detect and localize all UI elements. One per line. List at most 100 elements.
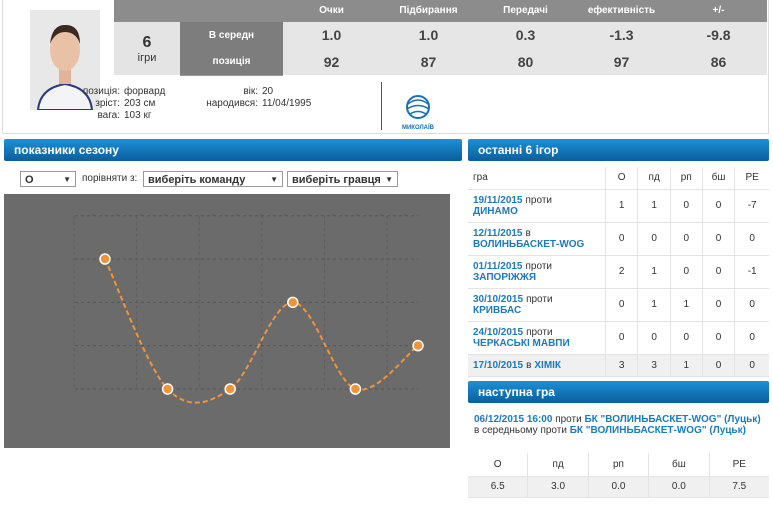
position-label: позиція: xyxy=(82,86,120,97)
stats-column-header: Передачі xyxy=(503,5,548,16)
info-values-2: 20 11/04/1995 xyxy=(262,86,311,110)
stats-column-header: Очки xyxy=(319,5,344,16)
team-select[interactable]: виберіть команду xyxy=(143,171,283,188)
season-chart xyxy=(4,194,450,448)
game-value: 0 xyxy=(734,222,769,256)
game-value: 0 xyxy=(637,321,671,355)
game-value: -7 xyxy=(734,189,769,223)
info-labels: позиція: зріст: вага: xyxy=(30,86,120,122)
stats-column-header: Підбирання xyxy=(399,5,458,16)
column-header: рп xyxy=(587,453,649,477)
born: 11/04/1995 xyxy=(262,98,312,109)
team-logo: МИКОЛАЇВ xyxy=(402,95,435,131)
game-venue: в xyxy=(525,227,531,239)
height: 203 см xyxy=(124,98,156,109)
game-value: 0 xyxy=(669,321,703,355)
game-value: 0 xyxy=(604,288,638,322)
game-opponent[interactable]: ВОЛИНЬБАСКЕТ-WOG xyxy=(473,238,585,250)
game-value: 1 xyxy=(637,255,671,289)
column-header: гра xyxy=(468,167,606,190)
born-label: народився: xyxy=(206,98,258,109)
game-date[interactable]: 19/11/2015 xyxy=(473,194,523,206)
next-datetime[interactable]: 06/12/2015 16:00 xyxy=(474,414,553,425)
next-venue: проти xyxy=(555,414,582,425)
profile-header xyxy=(2,0,769,134)
weight-label: вага: xyxy=(97,110,120,121)
game-opponent[interactable]: КРИВБАС xyxy=(473,304,522,316)
games-count: 6 xyxy=(142,34,152,51)
game-value: 0 xyxy=(701,189,735,223)
avg-label: в середньому проти xyxy=(474,425,567,436)
game-cell: 01/11/2015 проти ЗАПОРІЖЖЯ xyxy=(468,255,606,289)
stats-value: 97 xyxy=(573,49,670,76)
column-header: рп xyxy=(669,167,703,190)
height-label: зріст: xyxy=(95,98,120,109)
player-photo xyxy=(30,10,100,110)
point xyxy=(287,296,299,309)
game-row: 12/11/2015 в ВОЛИНЬБАСКЕТ-WOG 0 0 0 0 0 xyxy=(468,222,769,256)
next-game-info: 06/12/2015 16:00 проти БК "ВОЛИНЬБАСКЕТ-… xyxy=(474,414,766,436)
stats-value: 86 xyxy=(670,49,767,76)
position: форвард xyxy=(124,86,166,97)
value-row: 6.5 3.0 0.0 0.0 7.5 xyxy=(468,476,769,498)
game-date[interactable]: 30/10/2015 xyxy=(473,293,524,305)
game-cell: 24/10/2015 проти ЧЕРКАСЬКІ МАВПИ xyxy=(468,321,606,355)
game-opponent[interactable]: ХІМІК xyxy=(534,359,562,371)
stats-value: -9.8 xyxy=(670,22,767,50)
game-row: 01/11/2015 проти ЗАПОРІЖЖЯ 2 1 0 0 -1 xyxy=(468,255,769,289)
game-value: 0 xyxy=(669,189,703,223)
stats-value: 1.0 xyxy=(380,22,477,50)
next-opponent[interactable]: БК "ВОЛИНЬБАСКЕТ-WOG" (Луцьк) xyxy=(584,414,761,425)
age: 20 xyxy=(262,86,274,97)
game-value: 1 xyxy=(637,288,671,322)
stat-select[interactable]: О xyxy=(20,171,76,188)
avg-opponent[interactable]: БК "ВОЛИНЬБАСКЕТ-WOG" (Луцьк) xyxy=(569,425,746,436)
info-labels-2: вік: народився: xyxy=(200,86,258,110)
game-row: 30/10/2015 проти КРИВБАС 0 1 1 0 0 xyxy=(468,288,769,322)
divider xyxy=(381,82,382,130)
info-values: форвард 203 см 103 кг xyxy=(124,86,165,122)
game-opponent[interactable]: ДИНАМО xyxy=(473,205,518,217)
game-date[interactable]: 17/10/2015 xyxy=(473,359,524,371)
game-date[interactable]: 12/11/2015 xyxy=(473,227,523,239)
age-label: вік: xyxy=(243,86,258,97)
recent-title: останні 6 ігор xyxy=(468,139,769,161)
game-value: 2 xyxy=(604,255,638,289)
next-value: 0.0 xyxy=(587,476,649,498)
game-date[interactable]: 24/10/2015 xyxy=(473,326,524,338)
game-value: 0 xyxy=(701,288,735,322)
column-header: РЕ xyxy=(734,167,769,190)
game-value: 0 xyxy=(604,222,638,256)
column-header: О xyxy=(604,167,638,190)
chart-background xyxy=(4,194,450,448)
game-value: 0 xyxy=(701,255,735,289)
column-header: О xyxy=(468,453,528,477)
game-opponent[interactable]: ЗАПОРІЖЖЯ xyxy=(473,271,537,283)
stats-value: 80 xyxy=(477,49,574,76)
game-venue: проти xyxy=(526,326,553,338)
stats-row-label: В середн xyxy=(180,22,283,50)
stats-value: -1.3 xyxy=(573,22,670,50)
game-value: 1 xyxy=(637,189,671,223)
game-value: 3 xyxy=(637,354,671,377)
next-title: наступна гра xyxy=(468,381,769,403)
point xyxy=(349,383,362,395)
game-opponent[interactable]: ЧЕРКАСЬКІ МАВПИ xyxy=(473,337,570,349)
game-value: 0 xyxy=(701,354,735,377)
game-venue: в xyxy=(526,359,532,371)
weight: 103 кг xyxy=(124,110,152,121)
player-select[interactable]: виберіть гравця xyxy=(287,171,398,188)
game-venue: проти xyxy=(525,260,552,272)
game-date[interactable]: 01/11/2015 xyxy=(473,260,523,272)
stats-column-header: ефективність xyxy=(587,5,656,16)
point xyxy=(412,339,424,352)
game-value: -1 xyxy=(734,255,769,289)
game-cell: 17/10/2015 в ХІМІК xyxy=(468,354,606,377)
game-value: 1 xyxy=(669,354,703,377)
game-value: 3 xyxy=(604,354,638,377)
